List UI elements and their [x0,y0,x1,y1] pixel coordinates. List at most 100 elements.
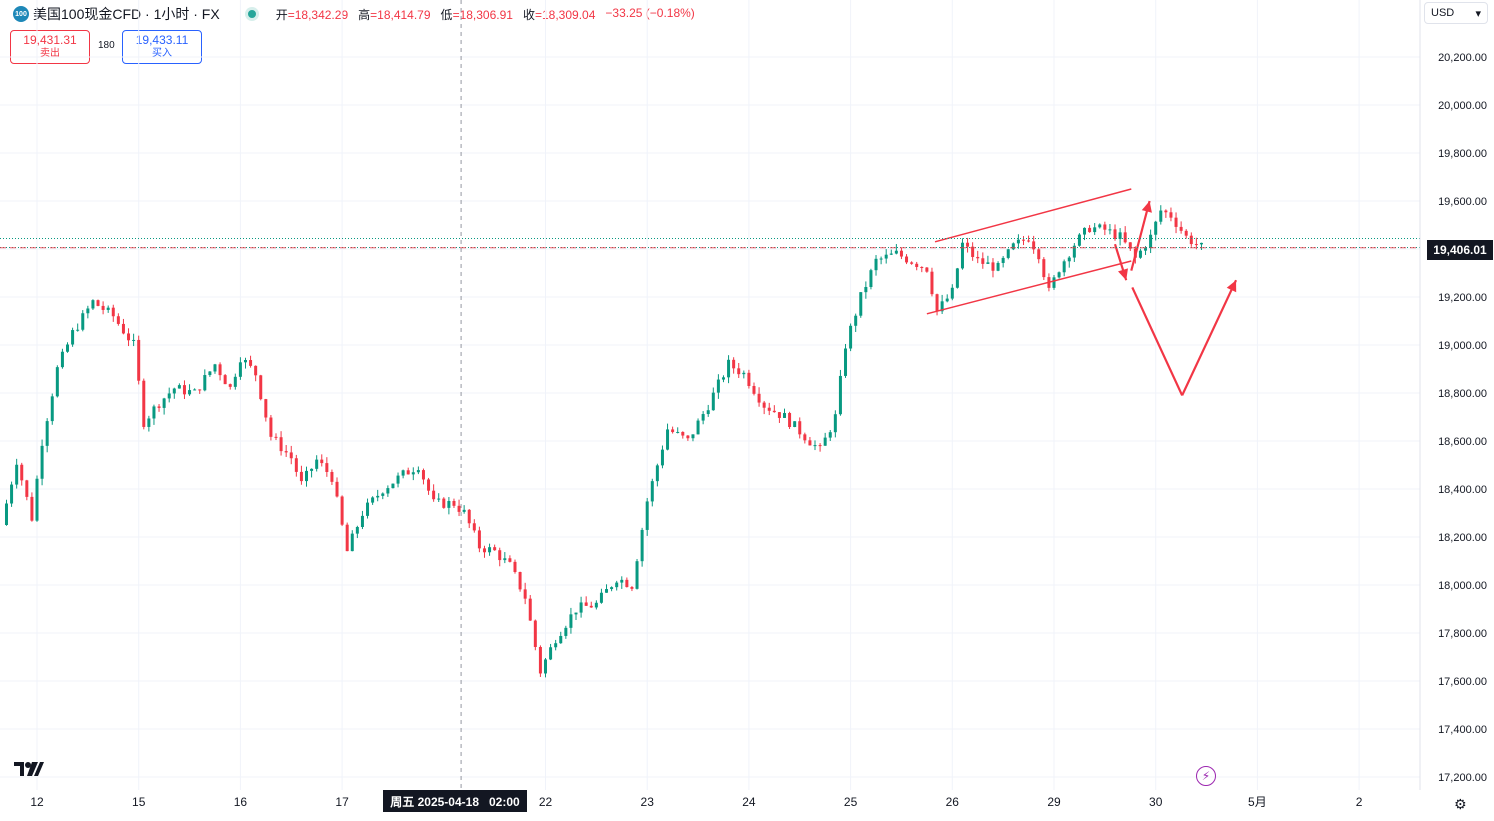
candle-body [605,589,609,593]
candle-body [788,413,792,428]
buy-button[interactable]: 19,433.11 买入 [122,30,202,64]
candle-body [559,635,563,644]
candle-body [182,385,186,395]
candle-body [584,602,588,606]
candle-body [1067,257,1071,262]
candle-body [508,558,512,562]
candle-body [86,308,90,314]
candle-body [894,250,898,254]
candle-body [1113,229,1117,239]
candle-body [645,501,649,530]
candle-body [533,620,537,648]
crosshair-time-tag [383,790,527,812]
candle-body [930,271,934,295]
candle-body [152,406,156,419]
candle-body [905,256,909,263]
candle-body [594,602,598,608]
candle-body [650,481,654,502]
candle-body [355,526,359,534]
candle-body [798,421,802,435]
candle-body [625,579,629,588]
high-label: 高 [358,7,371,22]
y-tick-label: 19,200.00 [1438,292,1487,304]
candle-body [727,359,731,378]
candle-body [1021,239,1025,241]
chart-header: 100 美国100现金CFD · 1小时 · FX 开=18,342.29 高=… [0,0,1420,28]
candle-body [452,500,456,506]
price-axis: 17,200.00 17,400.00 17,600.00 17,800.00 18,0… [1419,0,1487,790]
y-tick-label: 20,000.00 [1438,100,1487,112]
candle-body [701,414,705,421]
chevron-down-icon: ▾ [1475,7,1481,20]
y-tick-label: 20,200.00 [1438,52,1487,64]
candle-body [808,440,812,446]
currency-selector[interactable]: USD ▾ [1424,2,1488,24]
ohlc-readout: 开=18,342.29 高=18,414.79 低=18,306.91 收=18… [276,6,695,23]
candle-body [833,414,837,433]
candle-body [401,470,405,476]
candle-body [50,396,54,422]
candle-body [193,389,197,391]
candle-body [81,313,85,330]
price-lines [0,0,1420,790]
candle-body [20,464,24,481]
candle-body [1154,221,1158,235]
candle-body [116,316,120,324]
candle-body [279,437,283,452]
gear-icon[interactable]: ⚙ [1454,796,1467,812]
candle-body [1077,234,1081,246]
x-tick-label: 5月 [1248,795,1267,809]
candle-body [284,451,288,453]
market-open-indicator-icon [247,10,256,18]
candle-body [889,253,893,255]
candle-body [406,470,410,475]
open-value: =18,342.29 [287,7,349,22]
candle-body [671,429,675,433]
candle-body [254,365,258,376]
candle-body [767,407,771,411]
candle-body [844,348,848,376]
candle-body [218,364,222,376]
candle-body [147,418,151,427]
candle-body [111,307,115,317]
candle-body [1179,226,1183,231]
candle-body [635,561,639,589]
candle-body [167,393,171,399]
currency-value: USD [1431,7,1455,19]
lightning-icon[interactable]: ⚡ [1196,766,1216,786]
candle-body [1123,232,1127,243]
candle-body [518,572,522,590]
candle-body [1164,210,1168,213]
candle-body [574,612,578,615]
candle-body [849,325,853,349]
candle-body [910,262,914,264]
candle-body [91,300,95,309]
candle-body [472,523,476,531]
candle-body [1169,212,1173,218]
candle-body [1138,250,1142,258]
scenario-arrow-1-head [1141,201,1152,213]
candle-body [60,351,64,368]
candle-body [503,558,507,561]
candle-body [615,582,619,588]
x-tick-label: 12 [30,795,44,809]
symbol-title[interactable]: 美国100现金CFD · 1小时 · FX [33,6,220,22]
candle-body [315,459,319,469]
candle-body [274,436,278,438]
y-tick-label: 18,000.00 [1438,580,1487,592]
candle-body [203,375,207,391]
candle-body [142,380,146,427]
candle-body [305,470,309,482]
candle-body [106,307,110,310]
candle-body [935,294,939,312]
candle-body [640,529,644,562]
candle-body [71,330,75,345]
candle-body [960,242,964,269]
candle-body [132,339,136,341]
candle-body [10,484,14,504]
candle-body [172,388,176,394]
candle-body [925,267,929,272]
candle-body [569,614,573,628]
candle-body [823,437,827,446]
